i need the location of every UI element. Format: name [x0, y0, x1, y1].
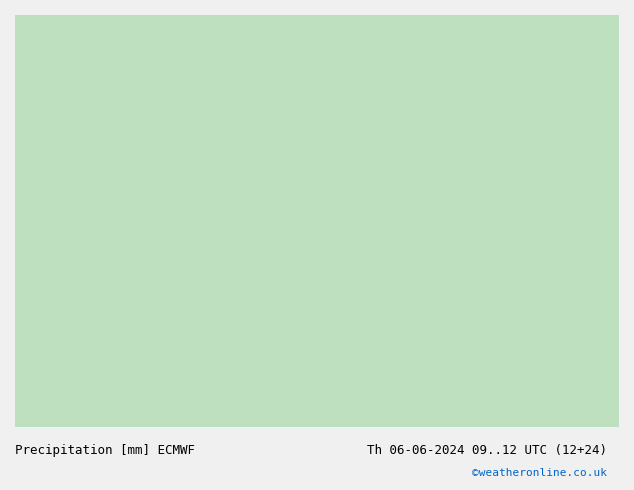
- Text: ©weatheronline.co.uk: ©weatheronline.co.uk: [472, 468, 607, 479]
- Text: Th 06-06-2024 09..12 UTC (12+24): Th 06-06-2024 09..12 UTC (12+24): [367, 444, 607, 457]
- Text: Precipitation [mm] ECMWF: Precipitation [mm] ECMWF: [15, 444, 195, 457]
